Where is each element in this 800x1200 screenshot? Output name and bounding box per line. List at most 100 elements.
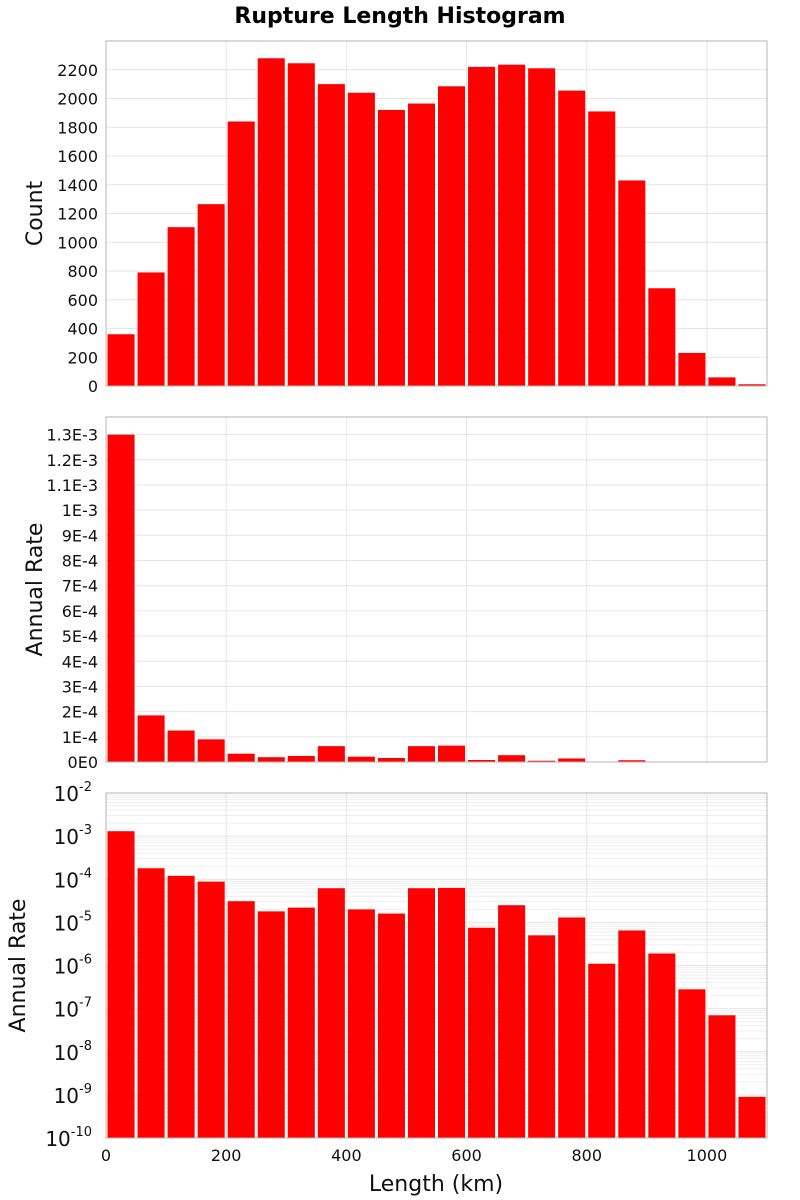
y-tick-label: 10-10 bbox=[45, 1125, 92, 1151]
bar bbox=[137, 272, 165, 386]
y-tick-label: 1.1E-3 bbox=[46, 476, 98, 495]
bar bbox=[468, 927, 496, 1138]
bar bbox=[377, 110, 405, 386]
bar bbox=[558, 90, 586, 386]
y-tick-label: 200 bbox=[67, 348, 98, 367]
y-axis-label: Annual Rate bbox=[23, 523, 48, 657]
y-tick-label: 5E-4 bbox=[62, 627, 98, 646]
x-tick-label: 0 bbox=[101, 1146, 111, 1165]
bar bbox=[558, 917, 586, 1138]
y-tick-label: 10-4 bbox=[54, 866, 92, 892]
bar bbox=[317, 746, 345, 762]
y-tick-label: 4E-4 bbox=[62, 652, 98, 671]
bar bbox=[347, 92, 375, 386]
bar bbox=[317, 84, 345, 386]
y-tick-label: 0E0 bbox=[68, 753, 98, 772]
y-tick-label: 8E-4 bbox=[62, 552, 98, 571]
bar bbox=[498, 905, 526, 1138]
y-tick-label: 2E-4 bbox=[62, 703, 98, 722]
bar bbox=[678, 352, 706, 386]
bar bbox=[287, 755, 315, 762]
x-tick-label: 800 bbox=[571, 1146, 602, 1165]
bar bbox=[377, 757, 405, 762]
plot-frame bbox=[105, 416, 768, 763]
bar bbox=[528, 935, 556, 1138]
y-tick-label: 1200 bbox=[57, 205, 98, 224]
y-tick-label: 1400 bbox=[57, 176, 98, 195]
annual-rate-linear-panel: 0E0 1E-4 2E-4 3E-4 4E-4 5E-4 6E-4 7E-4 8E-4 9E-4 1… bbox=[23, 416, 768, 772]
y-tick-label: 1800 bbox=[57, 118, 98, 137]
bar bbox=[618, 930, 646, 1138]
bar bbox=[197, 739, 225, 762]
y-tick-label: 10-3 bbox=[54, 823, 92, 849]
bar bbox=[137, 715, 165, 762]
y-axis-label: Annual Rate bbox=[6, 899, 31, 1033]
y-tick-label: 400 bbox=[67, 320, 98, 339]
bar bbox=[407, 746, 435, 762]
y-tick-label: 7E-4 bbox=[62, 577, 98, 596]
plot-frame bbox=[105, 40, 768, 387]
bar bbox=[287, 907, 315, 1138]
y-tick-label: 9E-4 bbox=[62, 526, 98, 545]
bar bbox=[257, 58, 285, 386]
annual-rate-log-panel: 10-10 10-9 10-8 10-7 10-6 10-5 10-4 10-3 10-2 Ann… bbox=[6, 780, 768, 1151]
bar bbox=[197, 881, 225, 1138]
bar bbox=[438, 745, 466, 762]
bar bbox=[498, 755, 526, 762]
bar bbox=[498, 64, 526, 386]
y-tick-label: 1600 bbox=[57, 147, 98, 166]
chart-title: Rupture Length Histogram bbox=[234, 4, 565, 29]
y-tick-label: 800 bbox=[67, 262, 98, 281]
bar bbox=[317, 888, 345, 1138]
bar bbox=[107, 434, 135, 762]
bar bbox=[588, 111, 616, 386]
y-tick-label: 600 bbox=[67, 291, 98, 310]
count-panel: 0 200 400 600 800 1000 1200 1400 1600 1800 2000 220… bbox=[23, 40, 768, 396]
y-tick-label: 10-2 bbox=[54, 780, 92, 806]
y-tick-label: 10-7 bbox=[54, 996, 92, 1022]
x-axis-label: Length (km) bbox=[369, 1172, 503, 1197]
bar bbox=[167, 875, 195, 1138]
bar bbox=[347, 756, 375, 762]
bar bbox=[738, 1096, 766, 1138]
bar bbox=[618, 760, 646, 762]
bar bbox=[137, 868, 165, 1138]
y-tick-label: 6E-4 bbox=[62, 602, 98, 621]
bar bbox=[377, 913, 405, 1138]
bar bbox=[287, 63, 315, 386]
x-tick-label: 600 bbox=[451, 1146, 482, 1165]
bar bbox=[618, 180, 646, 386]
bar bbox=[227, 901, 255, 1138]
bar bbox=[468, 759, 496, 762]
bar bbox=[708, 1015, 736, 1138]
bar bbox=[197, 204, 225, 386]
y-tick-label: 10-5 bbox=[54, 909, 92, 935]
y-tick-label: 2000 bbox=[57, 90, 98, 109]
bar bbox=[528, 68, 556, 386]
bar bbox=[257, 911, 285, 1138]
y-tick-label: 1.2E-3 bbox=[46, 451, 98, 470]
bar bbox=[407, 888, 435, 1138]
x-tick-label: 200 bbox=[211, 1146, 242, 1165]
y-tick-label: 1000 bbox=[57, 233, 98, 252]
y-tick-label: 2200 bbox=[57, 61, 98, 80]
plot-frame bbox=[105, 792, 768, 1139]
x-tick-label: 400 bbox=[331, 1146, 362, 1165]
x-tick-label: 1000 bbox=[687, 1146, 728, 1165]
bar bbox=[678, 989, 706, 1138]
x-axis: 0 200 400 600 800 1000 bbox=[101, 1146, 727, 1165]
bar bbox=[167, 730, 195, 762]
bar bbox=[438, 86, 466, 386]
bar bbox=[407, 103, 435, 386]
bar bbox=[588, 963, 616, 1138]
y-tick-label: 1E-3 bbox=[62, 501, 98, 520]
bar bbox=[438, 887, 466, 1138]
bar bbox=[648, 953, 676, 1138]
bar bbox=[528, 760, 556, 762]
bar bbox=[558, 758, 586, 762]
y-tick-label: 10-8 bbox=[54, 1039, 92, 1065]
bar bbox=[167, 227, 195, 386]
y-tick-label: 3E-4 bbox=[62, 677, 98, 696]
bar bbox=[648, 288, 676, 386]
bar bbox=[738, 384, 766, 386]
